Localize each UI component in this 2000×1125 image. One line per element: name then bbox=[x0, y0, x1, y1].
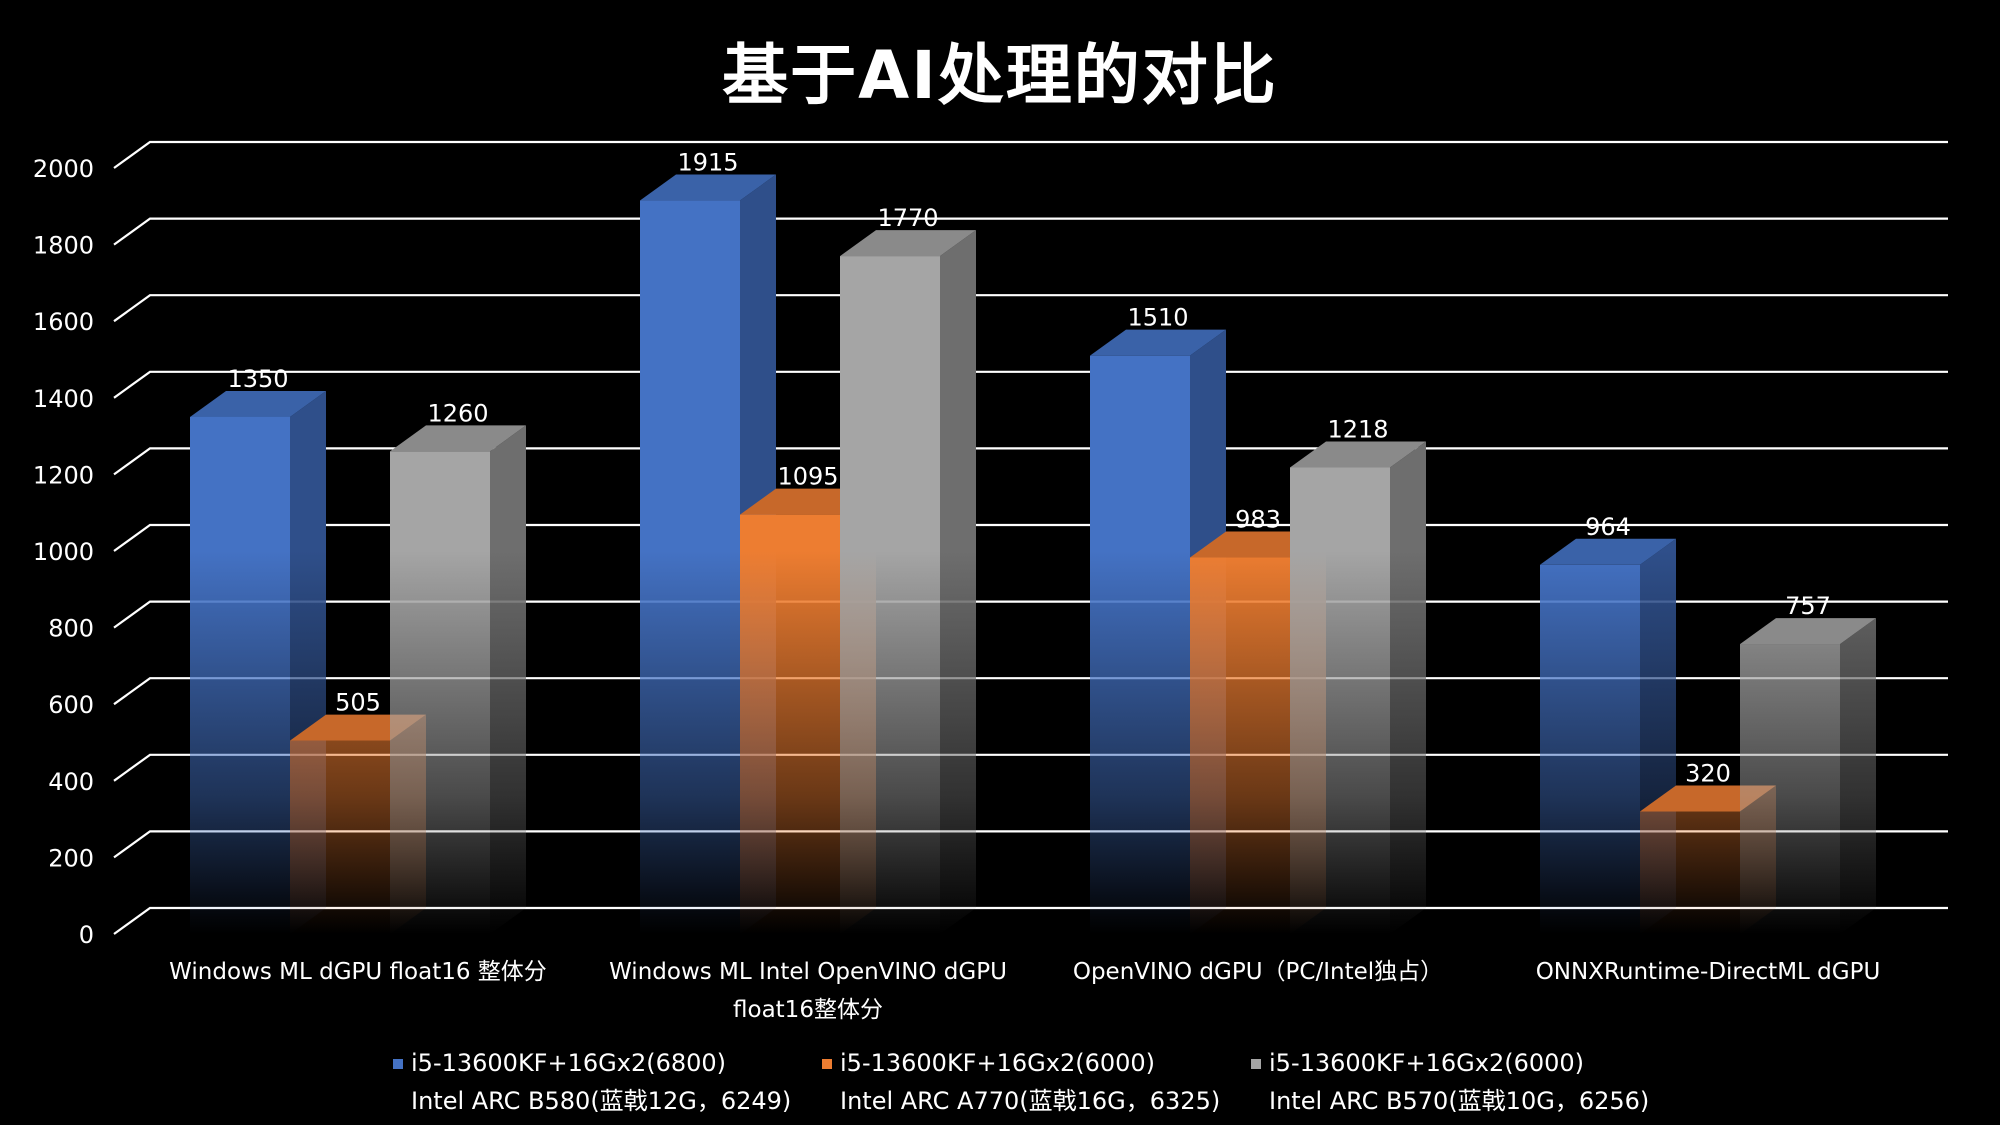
x-category-label: OpenVINO dGPU（PC/Intel独占） bbox=[1073, 959, 1443, 985]
gridlines bbox=[113, 140, 1948, 935]
x-category-label: float16整体分 bbox=[733, 997, 883, 1023]
gridline bbox=[113, 294, 1948, 323]
y-axis-tick-labels: 0 200 400 600 800 1000 1200 1400 1600 1800 2000 bbox=[33, 155, 94, 949]
y-tick-label: 1400 bbox=[33, 385, 94, 413]
data-label: 1095 bbox=[777, 463, 838, 491]
gridline bbox=[113, 447, 1948, 476]
legend-label-line1: i5-13600KF+16Gx2(6000) bbox=[1269, 1049, 1585, 1077]
bar-3-2 bbox=[840, 230, 976, 935]
bar-3-4 bbox=[1740, 618, 1876, 934]
legend-swatch-orange bbox=[822, 1059, 832, 1069]
data-label: 983 bbox=[1235, 506, 1281, 534]
chart-title: 基于AI处理的对比 bbox=[722, 37, 1278, 114]
data-label: 964 bbox=[1585, 513, 1631, 541]
data-label: 1770 bbox=[877, 204, 938, 232]
legend-item-series-2: i5-13600KF+16Gx2(6000) Intel ARC A770(蓝戟… bbox=[822, 1044, 1220, 1120]
data-label: 1218 bbox=[1327, 416, 1388, 444]
x-category-label: ONNXRuntime-DirectML dGPU bbox=[1536, 959, 1881, 985]
legend-swatch-gray bbox=[1251, 1059, 1261, 1069]
data-label: 1915 bbox=[677, 149, 738, 177]
legend-label-line2: Intel ARC A770(蓝戟16G，6325) bbox=[840, 1087, 1221, 1115]
legend-item-series-1: i5-13600KF+16Gx2(6800) Intel ARC B580(蓝戟… bbox=[393, 1044, 791, 1120]
data-label: 320 bbox=[1685, 759, 1731, 787]
data-label: 1350 bbox=[227, 365, 288, 393]
gridline bbox=[113, 370, 1948, 399]
data-label: 757 bbox=[1785, 592, 1831, 620]
y-tick-label: 2000 bbox=[33, 155, 94, 183]
data-label: 1260 bbox=[427, 399, 488, 427]
data-label: 505 bbox=[335, 689, 381, 717]
x-axis-category-labels: Windows ML dGPU float16 整体分 Windows ML In… bbox=[169, 959, 1880, 1023]
bar-3-1 bbox=[390, 425, 526, 934]
data-label: 1510 bbox=[1127, 304, 1188, 332]
y-tick-label: 1200 bbox=[33, 461, 94, 489]
y-tick-label: 600 bbox=[48, 691, 94, 719]
y-tick-label: 400 bbox=[48, 768, 94, 796]
y-tick-label: 200 bbox=[48, 844, 94, 872]
legend-label-line1: i5-13600KF+16Gx2(6800) bbox=[411, 1049, 727, 1077]
y-tick-label: 1000 bbox=[33, 538, 94, 566]
y-tick-label: 1800 bbox=[33, 232, 94, 260]
bars bbox=[190, 174, 1876, 935]
legend-label-line1: i5-13600KF+16Gx2(6000) bbox=[840, 1049, 1156, 1077]
y-tick-label: 800 bbox=[48, 615, 94, 643]
legend-label-line2: Intel ARC B570(蓝戟10G，6256) bbox=[1269, 1087, 1650, 1115]
gridline bbox=[113, 217, 1948, 246]
bar-3-3 bbox=[1290, 441, 1426, 934]
x-category-label: Windows ML dGPU float16 整体分 bbox=[169, 959, 547, 985]
legend-label-line2: Intel ARC B580(蓝戟12G，6249) bbox=[411, 1087, 792, 1115]
legend-item-series-3: i5-13600KF+16Gx2(6000) Intel ARC B570(蓝戟… bbox=[1251, 1044, 1649, 1120]
legend-swatch-blue bbox=[393, 1059, 403, 1069]
y-tick-label: 0 bbox=[79, 921, 94, 949]
data-labels: 1350 505 1260 1915 1095 1770 1510 983 1218 964 320… bbox=[227, 149, 1830, 788]
x-category-label: Windows ML Intel OpenVINO dGPU bbox=[609, 959, 1007, 985]
gridline bbox=[113, 140, 1948, 169]
y-tick-label: 1600 bbox=[33, 308, 94, 336]
